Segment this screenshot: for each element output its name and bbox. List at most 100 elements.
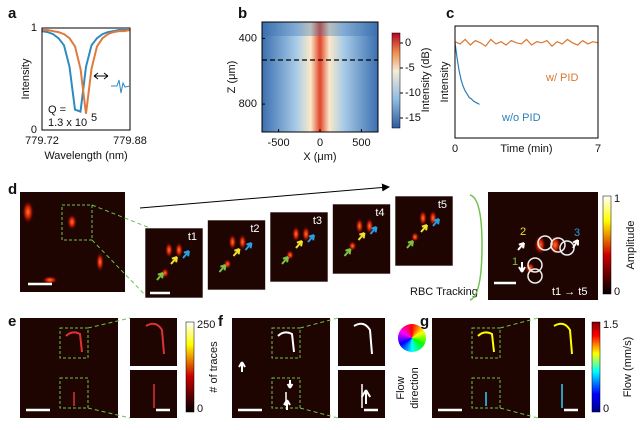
colorbar-label: Amplitude (625, 221, 637, 270)
frame-label: t2 (250, 223, 259, 235)
heatmap-shade (262, 22, 378, 36)
series-label: w/o PID (501, 112, 541, 124)
microscopy-image (538, 318, 585, 366)
x-tick-label: -500 (268, 137, 290, 149)
cell-signal (302, 226, 310, 242)
cell-arrow (406, 240, 414, 249)
cell-arrow (360, 389, 372, 404)
time-frame (332, 204, 391, 274)
frame-border (207, 219, 266, 291)
trace (353, 322, 373, 355)
cell-signal (411, 232, 419, 242)
microscopy-image (130, 318, 177, 366)
cell-arrow (517, 242, 525, 251)
frame-border (269, 211, 329, 283)
x-tick-label: 0 (317, 137, 323, 149)
x-tick-label: 500 (352, 137, 370, 149)
annotation: 1.3 x 10 (48, 117, 87, 129)
colorbar-tick-label: 1 (614, 193, 620, 205)
panel-label: a (8, 5, 17, 22)
cell-arrow (218, 264, 227, 273)
cell-arrow (295, 240, 303, 249)
legend-label: Flow (395, 376, 407, 399)
panel-label: f (218, 313, 224, 330)
colorbar-tick-label: 0 (405, 37, 411, 49)
series-line (42, 29, 131, 114)
colorbar-tick-label: 250 (197, 319, 215, 331)
panel-label: d (8, 181, 17, 198)
panel-label: g (420, 313, 429, 330)
series-line (454, 38, 599, 48)
y-axis-label: Z (μm) (226, 61, 238, 94)
zoom-box (471, 327, 501, 359)
group-brace (469, 194, 483, 301)
trace (65, 331, 83, 353)
zoom-box (471, 377, 501, 409)
colorbar (591, 321, 601, 413)
cell-signal (42, 276, 58, 284)
frame-border (394, 195, 454, 267)
cell-arrow (182, 250, 190, 259)
cell-signal (292, 226, 300, 242)
cell-signal (165, 242, 173, 258)
cell-id: 1 (512, 256, 518, 268)
zoom-lines (91, 204, 151, 301)
time-frame (145, 228, 203, 298)
y-tick-label: 0 (31, 124, 37, 136)
microscopy-image (20, 192, 125, 292)
cell-signal (355, 218, 364, 234)
colorbar-tick-label: 0 (197, 403, 203, 415)
heatmap-image (262, 22, 378, 132)
colorbar (602, 195, 612, 295)
colorbar-tick-label: 1.5 (603, 319, 618, 331)
cell-arrow (572, 239, 579, 249)
cell-arrow (343, 248, 352, 257)
cell-signal (67, 214, 77, 230)
x-axis-label: Wavelength (nm) (44, 150, 127, 162)
y-tick-label: 1 (31, 22, 37, 34)
cell-ring (550, 237, 566, 253)
cell-signal (22, 200, 34, 224)
annotation: Q = (48, 104, 66, 116)
frame-label: t3 (313, 215, 322, 227)
zoom-box (61, 204, 93, 241)
cell-arrow (369, 226, 378, 235)
cell-signal (419, 210, 427, 226)
cell-signal (365, 218, 374, 234)
frame-border (144, 227, 204, 299)
zoom-box (59, 327, 89, 359)
plot-frame (261, 21, 379, 133)
colorbar-tick-label: 0 (614, 286, 620, 298)
cell-arrow (232, 248, 241, 257)
plot-frame (454, 25, 599, 139)
time-frame (395, 196, 453, 266)
colorbar-label: Flow (mm/s) (622, 337, 634, 398)
colorbar (391, 32, 401, 129)
legend-label: direction (409, 367, 421, 409)
cell-arrow (170, 256, 178, 265)
series-line (41, 29, 130, 113)
trace (277, 331, 295, 353)
colorbar-label: # of traces (208, 341, 220, 393)
trace (553, 322, 573, 355)
cell-arrow (244, 242, 253, 251)
annotation: 5 (91, 112, 97, 124)
plot-frame (41, 27, 131, 131)
series-line (454, 42, 480, 105)
resonance-shift-arrow (93, 72, 109, 80)
colorbar-tick-label: -15 (405, 112, 421, 124)
time-arrow (139, 183, 390, 209)
x-tick-label: 779.72 (25, 135, 59, 147)
x-tick-label: 0 (452, 143, 458, 155)
colorbar-tick-label: -10 (405, 87, 421, 99)
zoom-lines (87, 317, 131, 419)
cell-signal (348, 241, 357, 251)
frame-border (332, 203, 391, 275)
waveform-inset (111, 79, 131, 94)
panel-label: e (8, 313, 16, 330)
frame-label: t5 (438, 199, 447, 211)
trace (477, 331, 495, 353)
cell-arrow (238, 361, 246, 372)
